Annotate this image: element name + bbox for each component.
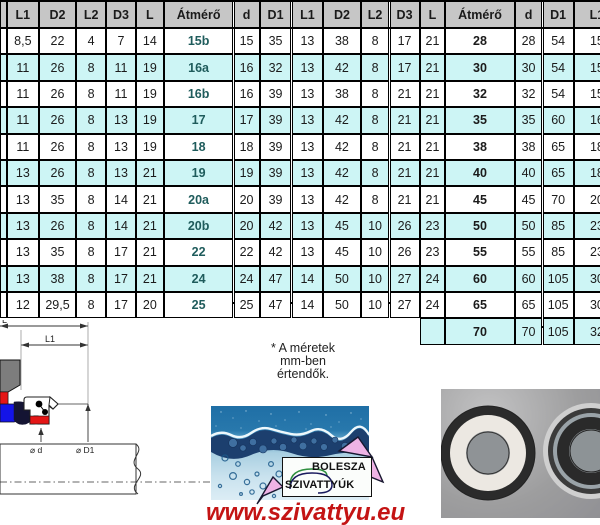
svg-text:L1: L1 (45, 334, 55, 344)
svg-text:⌀ d: ⌀ d (30, 445, 42, 455)
svg-text:L: L (2, 320, 7, 325)
svg-text:⌀ D1: ⌀ D1 (76, 445, 95, 455)
